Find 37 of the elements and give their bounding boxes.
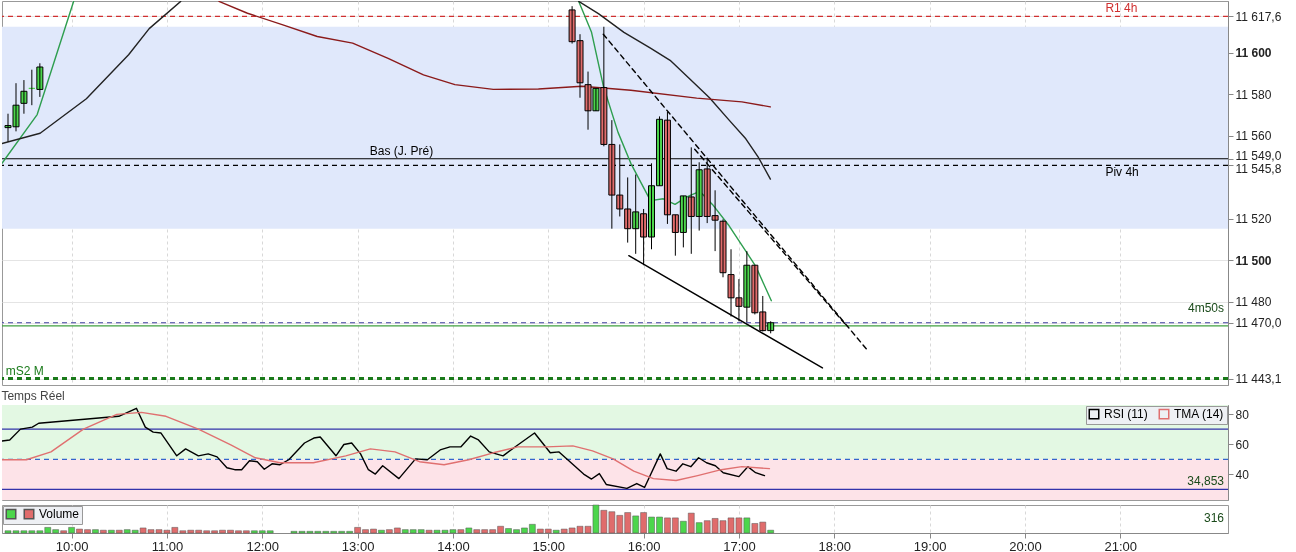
x-tick-label: 20:00 (1009, 538, 1042, 552)
ref-line-label: mS2 M (5, 363, 44, 378)
chart-title: Temps Réel (1, 389, 65, 403)
x-tick-label: 17:00 (723, 538, 756, 552)
y-tick-label: 60 (1235, 437, 1250, 452)
x-tick-label: 10:00 (55, 538, 89, 552)
ref-line-label: Bas (J. Pré) (369, 143, 434, 158)
y-tick-label: 11 545,8 (1235, 162, 1282, 177)
annotation: 316 (1203, 510, 1225, 525)
y-tick-label: 11 600 (1235, 46, 1272, 61)
legend-label: TMA (14) (1174, 407, 1224, 422)
x-tick-label: 15:00 (532, 538, 566, 552)
y-tick-label: 11 500 (1235, 253, 1272, 268)
x-tick-label: 11:00 (151, 538, 184, 552)
x-tick-label: 12:00 (246, 538, 280, 552)
y-tick-label: 11 580 (1235, 87, 1272, 102)
x-tick-label: 16:00 (627, 538, 661, 552)
annotation: 4m50s (1187, 301, 1224, 316)
x-tick-label: 13:00 (341, 538, 375, 552)
ref-line-label: R1 4h (1105, 1, 1138, 16)
y-tick-label: 40 (1235, 467, 1250, 482)
ref-line-label: Piv 4h (1105, 165, 1139, 180)
x-tick-label: 18:00 (818, 538, 852, 552)
x-tick-label: 19:00 (913, 538, 947, 552)
x-tick-label: 21:00 (1104, 538, 1138, 552)
y-tick-label: 11 480 (1235, 295, 1272, 310)
y-tick-label: 11 617,6 (1235, 9, 1282, 24)
annotation: 34,853 (1187, 474, 1225, 488)
y-tick-label: 11 520 (1235, 212, 1272, 227)
y-tick-label: 11 443,1 (1235, 372, 1282, 387)
y-tick-label: 80 (1235, 407, 1250, 422)
y-tick-label: 11 549,0 (1235, 149, 1282, 164)
y-tick-label: 11 560 (1235, 129, 1272, 144)
y-tick-label: 11 470,0 (1235, 316, 1282, 331)
x-tick-label: 14:00 (437, 538, 470, 552)
legend-label: RSI (11) (1104, 407, 1148, 422)
legend-label: Volume (39, 507, 80, 522)
